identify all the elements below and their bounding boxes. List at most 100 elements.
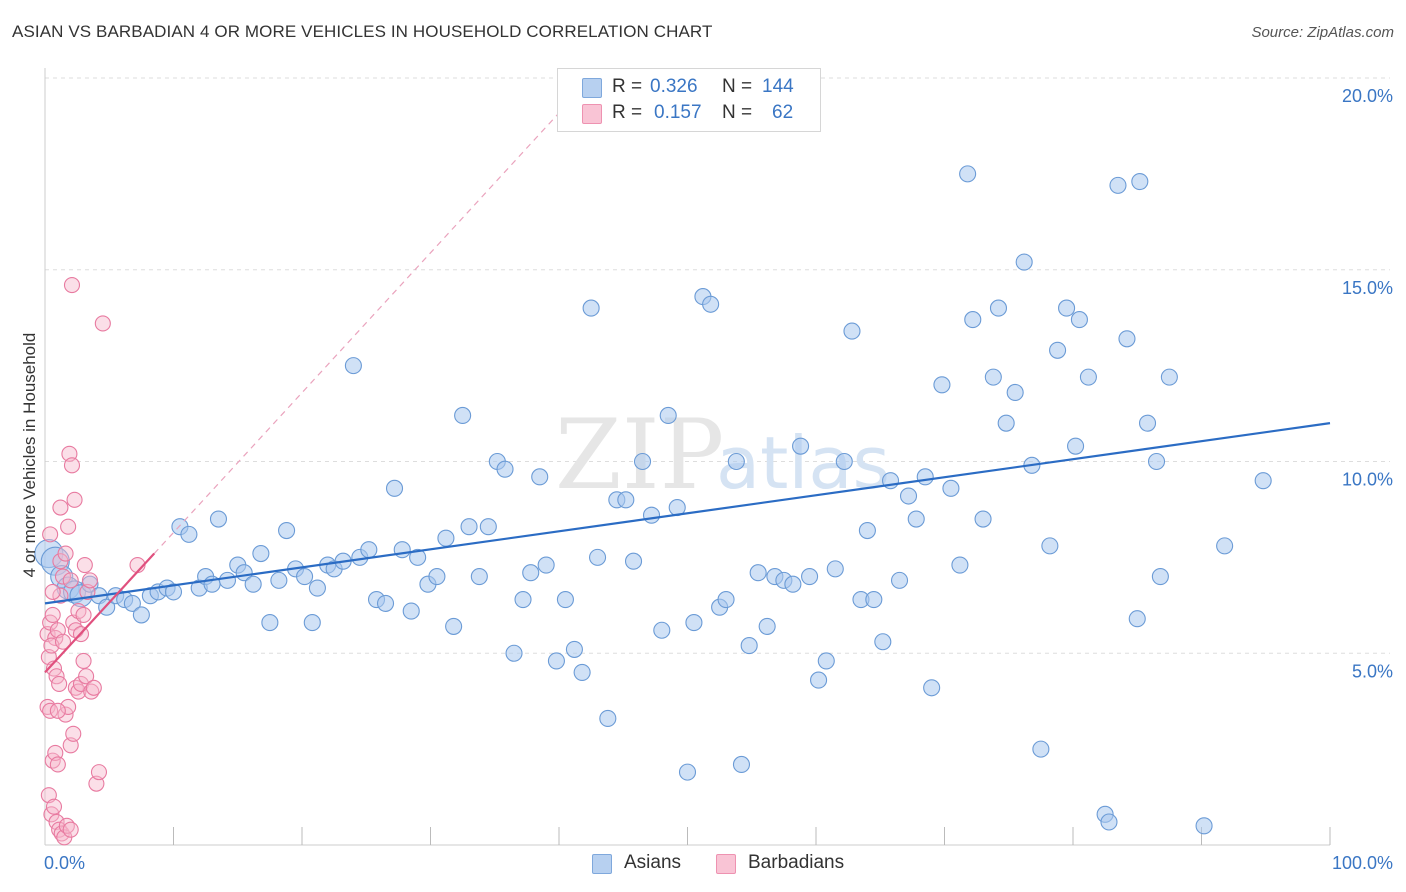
- asians-legend-label: Asians: [624, 852, 682, 873]
- asian-point: [385, 479, 404, 497]
- barbadian-point: [42, 526, 59, 543]
- x-tick-label: 0.0%: [44, 853, 85, 873]
- asian-point: [1109, 176, 1127, 194]
- barbadian-trend-line: [44, 552, 156, 674]
- asian-point: [445, 617, 463, 635]
- asian-point: [1118, 330, 1136, 348]
- asian-point: [1151, 567, 1169, 586]
- asian-point: [1015, 253, 1033, 271]
- asian-point: [717, 591, 735, 609]
- barbadian-points: [39, 277, 146, 846]
- asian-point: [522, 564, 540, 582]
- asian-point: [1254, 472, 1272, 490]
- asian-point: [843, 322, 861, 340]
- asian-point: [454, 406, 472, 425]
- asian-point: [252, 544, 270, 563]
- y-tick-label: 5.0%: [1352, 661, 1393, 681]
- asian-point: [537, 556, 555, 574]
- asian-points: [34, 165, 1272, 835]
- asian-point: [496, 460, 514, 478]
- asian-point: [308, 579, 326, 597]
- barbadian-point: [57, 545, 74, 562]
- asian-point: [1216, 537, 1234, 555]
- barbadian-point: [60, 698, 77, 715]
- asian-point: [573, 663, 591, 681]
- asian-point: [916, 468, 934, 486]
- asian-point: [933, 376, 951, 394]
- chart-title: ASIAN VS BARBADIAN 4 OR MORE VEHICLES IN…: [12, 22, 713, 41]
- asian-point: [409, 548, 427, 566]
- barbadians-r-value: 0.157: [654, 102, 702, 123]
- barbadian-point: [66, 491, 83, 508]
- barbadian-point: [76, 556, 93, 574]
- asian-point: [1067, 437, 1085, 455]
- barbadian-trend-extension: [153, 77, 592, 554]
- source-label: Source: ZipAtlas.com: [1251, 24, 1394, 41]
- asian-point: [514, 591, 532, 609]
- asian-point: [1079, 368, 1097, 386]
- asian-point: [209, 510, 228, 528]
- asians-r-value: 0.326: [650, 76, 698, 97]
- x-tick-label: 100.0%: [1332, 853, 1393, 873]
- barbadian-point: [63, 277, 81, 294]
- asian-point: [470, 567, 488, 586]
- asian-point: [810, 671, 828, 689]
- barbadian-point: [45, 798, 63, 815]
- asian-point: [1128, 610, 1146, 628]
- asian-point: [402, 602, 420, 620]
- barbadian-point: [51, 675, 68, 692]
- asian-point: [989, 299, 1008, 317]
- asian-point: [826, 560, 844, 578]
- barbadian-point: [49, 702, 66, 719]
- asians-n-value: 144: [762, 76, 794, 97]
- y-tick-label: 15.0%: [1342, 278, 1393, 298]
- asian-point: [460, 518, 478, 536]
- asian-point: [218, 571, 237, 589]
- y-tick-label: 20.0%: [1342, 86, 1393, 106]
- asian-point: [1049, 341, 1067, 359]
- asian-point: [1032, 740, 1050, 758]
- asian-point: [599, 709, 617, 727]
- asian-point: [1138, 414, 1157, 432]
- asian-point: [964, 311, 982, 329]
- asian-point: [132, 606, 150, 624]
- asian-point: [942, 479, 960, 497]
- barbadian-point: [54, 568, 72, 585]
- asian-point: [858, 521, 876, 540]
- barbadian-point: [60, 518, 77, 535]
- asian-point: [874, 633, 892, 651]
- asian-point: [164, 583, 183, 601]
- asian-point: [1160, 368, 1178, 386]
- asian-point: [588, 548, 607, 566]
- asian-point: [890, 571, 909, 589]
- asian-point: [984, 368, 1002, 386]
- barbadians-n-label: N =: [722, 102, 753, 123]
- barbadian-point: [75, 652, 92, 669]
- asians-r-label: R =: [612, 76, 643, 97]
- asian-point: [784, 575, 802, 593]
- barbadian-point: [54, 633, 72, 650]
- asian-point: [633, 452, 652, 471]
- barbadians-legend-icon: [716, 854, 736, 874]
- asian-point: [123, 594, 141, 612]
- asians-swatch-icon: [582, 78, 602, 98]
- asian-point: [801, 567, 819, 586]
- asian-point: [479, 518, 497, 536]
- asian-point: [792, 437, 810, 455]
- barbadian-point: [90, 764, 108, 781]
- asian-point: [180, 525, 198, 543]
- asian-point: [727, 452, 745, 471]
- asian-point: [1041, 537, 1059, 555]
- tick-labels: 5.0% 10.0% 15.0% 20.0% 0.0% 100.0%: [44, 86, 1393, 873]
- barbadian-point: [49, 756, 66, 773]
- y-tick-label: 10.0%: [1342, 470, 1393, 490]
- asian-point: [582, 299, 600, 317]
- asian-point: [835, 452, 853, 471]
- asian-point: [923, 679, 941, 697]
- barbadian-point: [63, 457, 81, 474]
- asian-point: [296, 567, 314, 586]
- barbadian-point: [44, 583, 61, 600]
- asians-n-label: N =: [722, 76, 753, 97]
- asian-point: [642, 506, 661, 524]
- asian-point: [565, 640, 583, 658]
